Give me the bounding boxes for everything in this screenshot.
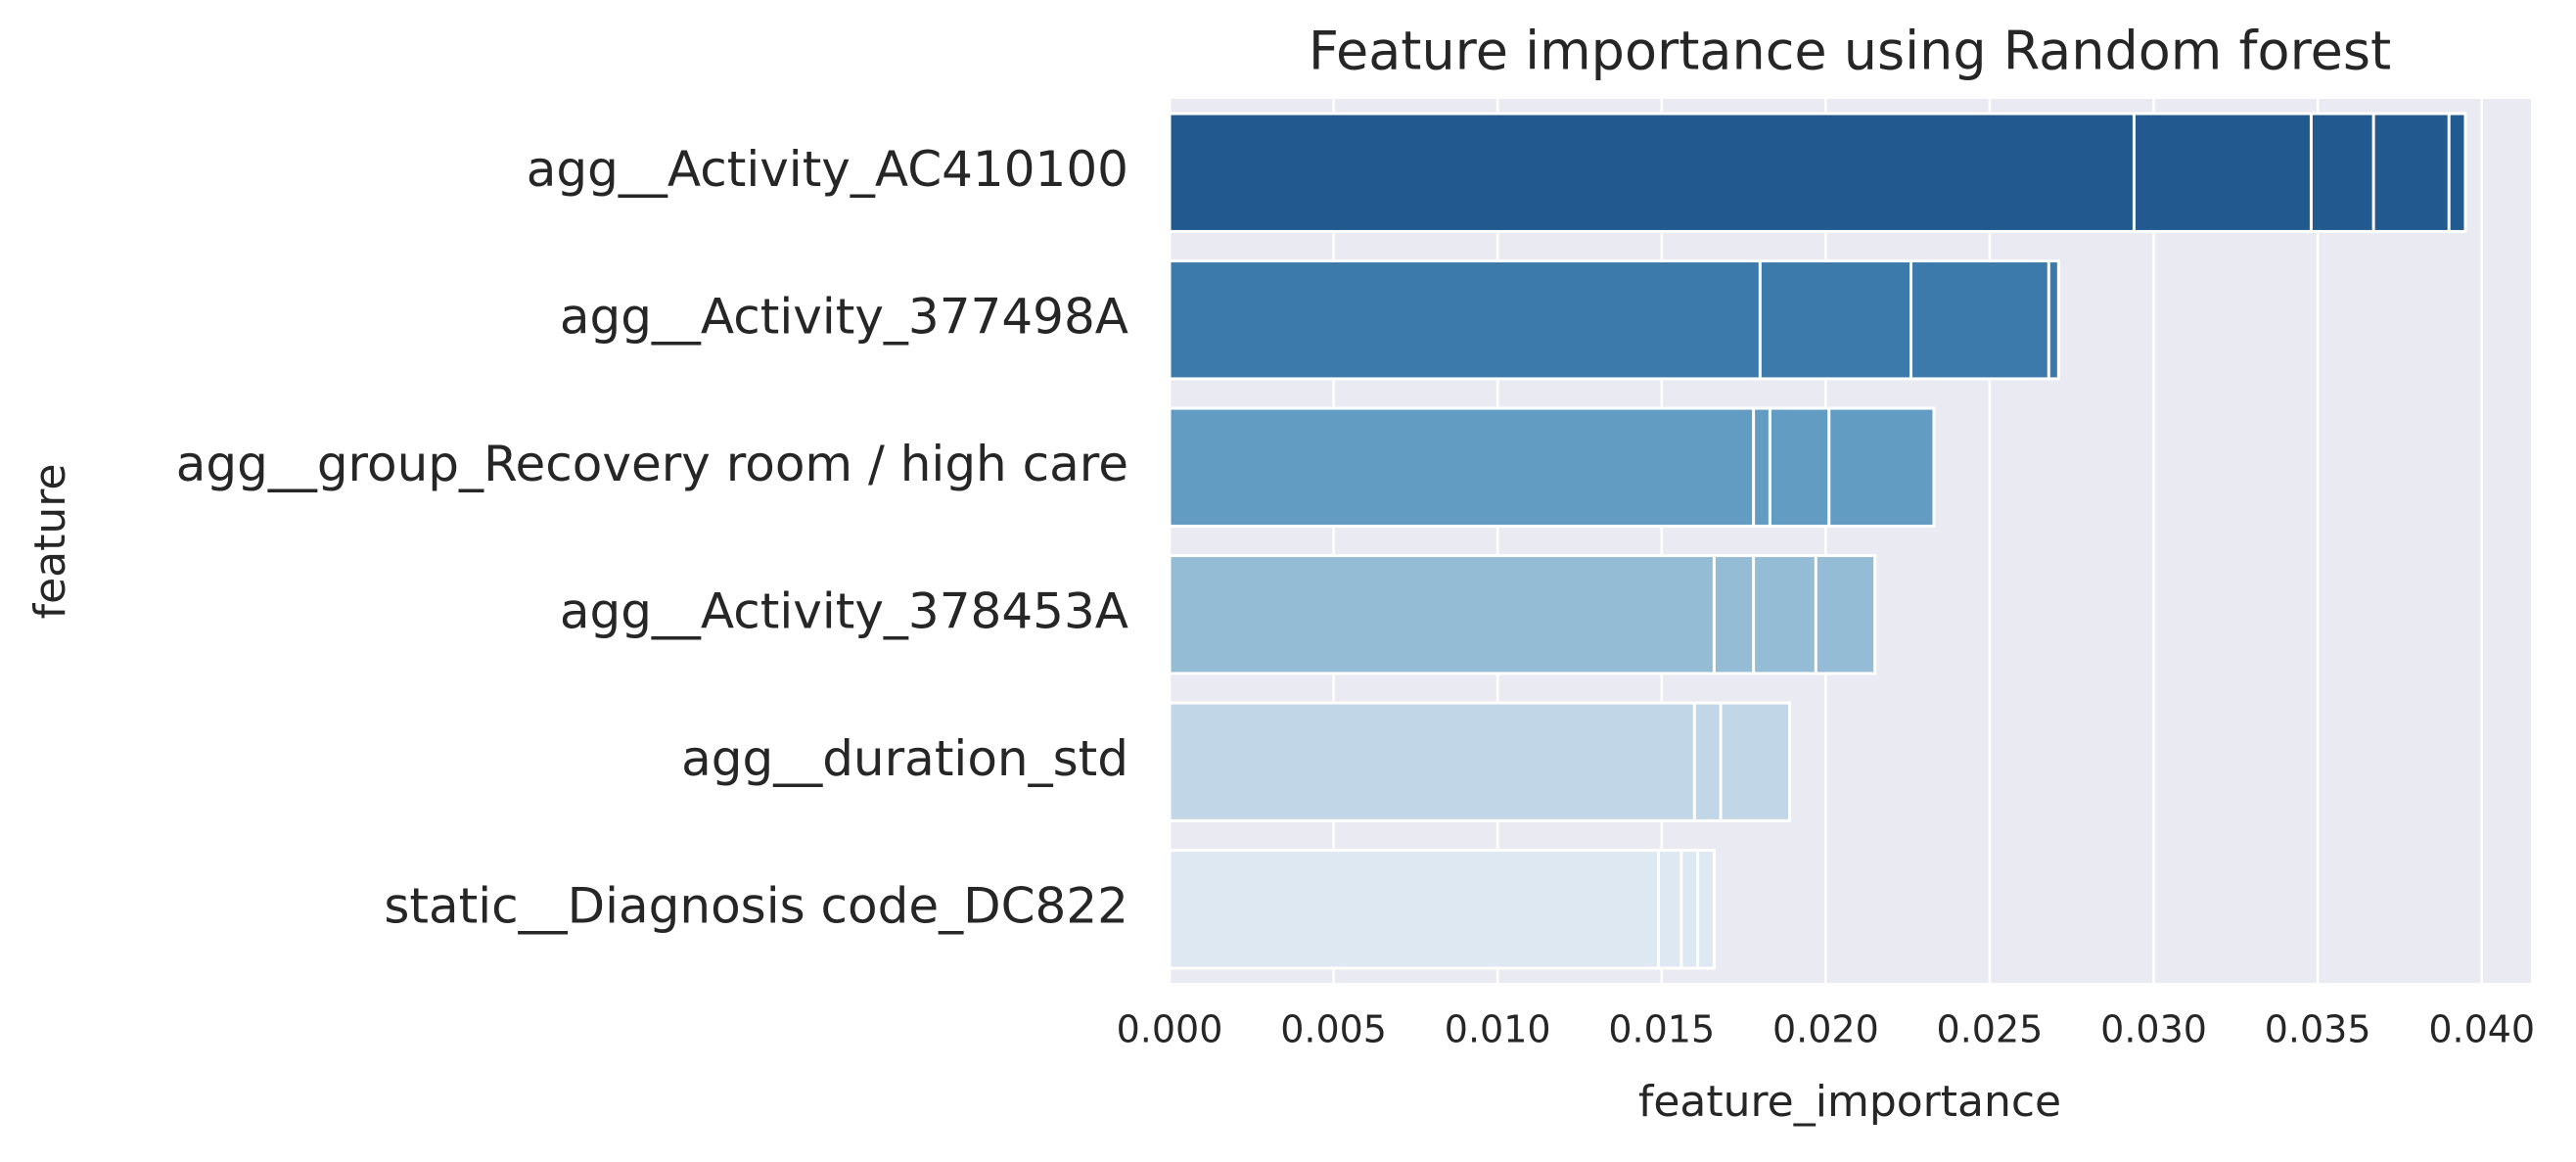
x-tick-label: 0.020 bbox=[1772, 1008, 1879, 1051]
bar bbox=[1168, 849, 1660, 970]
plot-background bbox=[1170, 99, 2531, 983]
x-tick-label: 0.010 bbox=[1445, 1008, 1551, 1051]
x-tick-label: 0.030 bbox=[2100, 1008, 2207, 1051]
y-axis-label: feature bbox=[25, 464, 75, 620]
y-tick-label: static__Diagnosis code_DC822 bbox=[384, 877, 1128, 934]
bar bbox=[1168, 406, 1756, 528]
x-tick-label: 0.035 bbox=[2265, 1008, 2371, 1051]
bar bbox=[1168, 112, 2136, 233]
y-tick-label: agg__Activity_AC410100 bbox=[527, 141, 1128, 198]
chart-title: Feature importance using Random forest bbox=[1309, 21, 2391, 82]
x-tick-label: 0.005 bbox=[1280, 1008, 1387, 1051]
x-tick-label: 0.000 bbox=[1117, 1008, 1223, 1051]
bar bbox=[1168, 554, 1716, 675]
y-tick-label: agg__group_Recovery room / high care bbox=[176, 436, 1128, 492]
y-tick-label: agg__Activity_377498A bbox=[560, 288, 1128, 345]
x-tick-label: 0.040 bbox=[2428, 1008, 2535, 1051]
y-tick-label: agg__Activity_378453A bbox=[560, 582, 1128, 639]
bar bbox=[1168, 259, 1762, 381]
y-tick-label: agg__duration_std bbox=[681, 730, 1128, 787]
x-tick-label: 0.015 bbox=[1608, 1008, 1715, 1051]
bar bbox=[1168, 701, 1696, 822]
x-axis-label: feature_importance bbox=[1638, 1077, 2061, 1127]
x-tick-label: 0.025 bbox=[1937, 1008, 2044, 1051]
